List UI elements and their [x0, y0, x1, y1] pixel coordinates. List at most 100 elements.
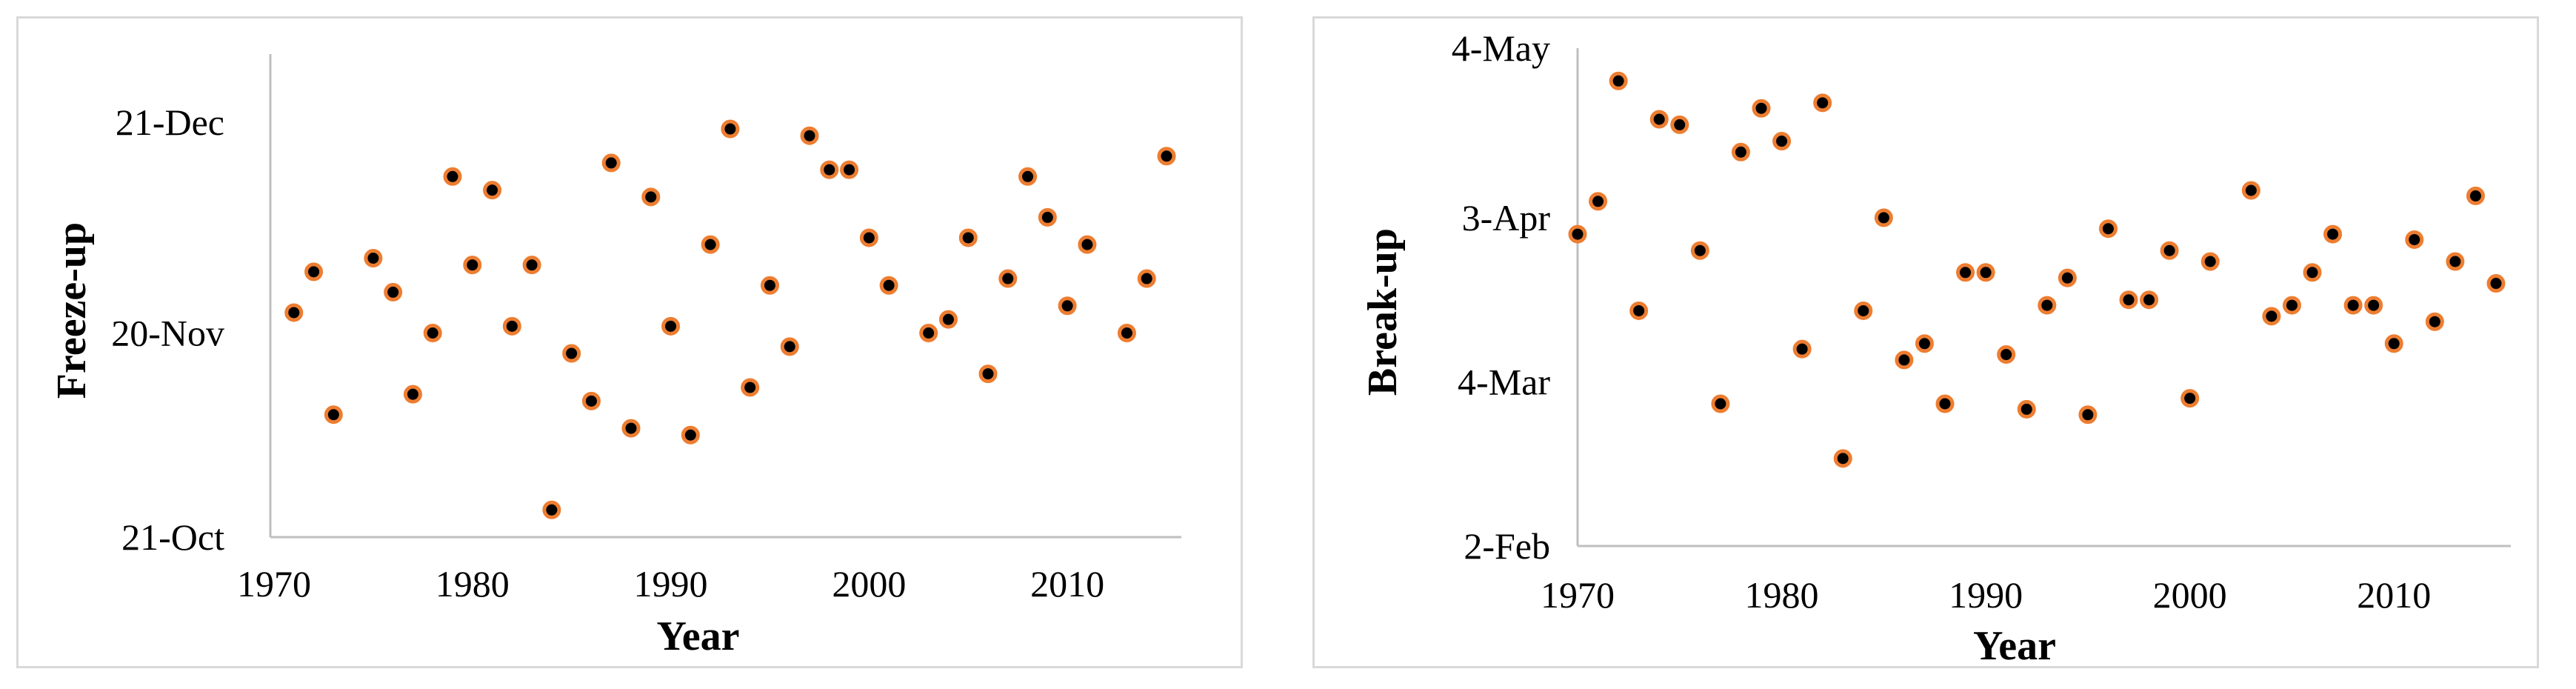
break-up-data-point — [2098, 219, 2118, 239]
break-up-data-point — [1731, 142, 1750, 162]
break-up-y-tick-label: 2-Feb — [1464, 525, 1550, 567]
freeze-up-data-point — [879, 276, 898, 295]
freeze-up-data-point — [721, 119, 740, 139]
freeze-up-data-point — [1157, 147, 1176, 166]
freeze-up-x-axis-title: Year — [657, 613, 740, 659]
break-up-data-point — [2160, 241, 2179, 260]
break-up-data-point — [2180, 389, 2200, 408]
break-up-data-point — [2140, 290, 2159, 310]
break-up-data-point — [2486, 274, 2506, 293]
freeze-up-data-point — [741, 378, 760, 397]
freeze-up-data-point — [840, 160, 859, 179]
freeze-up-data-point — [364, 248, 383, 267]
freeze-up-data-point — [443, 167, 462, 186]
freeze-up-data-point — [641, 187, 661, 207]
break-up-x-axis-title: Year — [1973, 623, 2056, 666]
break-up-data-point — [1997, 345, 2016, 365]
break-up-data-point — [1568, 224, 1587, 244]
break-up-data-point — [1792, 339, 1812, 359]
freeze-up-x-tick-label: 2000 — [832, 563, 906, 605]
break-up-data-point — [1935, 394, 1955, 413]
freeze-up-chart-panel: 21-Oct 20-Nov 21-Dec 1970 1980 1990 2000 2010 Ye… — [16, 16, 1243, 668]
break-up-data-point — [2078, 405, 2098, 425]
break-up-data-point — [2364, 296, 2383, 315]
break-up-data-point — [2466, 186, 2485, 205]
freeze-up-data-point — [820, 160, 839, 179]
break-up-data-point — [2323, 224, 2343, 244]
break-up-data-point — [2262, 307, 2281, 326]
freeze-up-data-point — [284, 303, 304, 322]
freeze-up-y-axis-title: Freeze-up — [49, 222, 95, 399]
freeze-up-data-point — [859, 228, 878, 247]
break-up-data-point — [1752, 99, 1771, 118]
freeze-up-data-point — [463, 256, 482, 275]
break-up-data-point — [1813, 93, 1832, 113]
break-up-y-tick-label: 4-Mar — [1458, 361, 1550, 402]
break-up-data-point — [1690, 241, 1709, 260]
break-up-data-point — [1649, 110, 1669, 129]
break-up-data-point — [1589, 192, 1608, 211]
freeze-up-data-point — [403, 385, 422, 404]
break-up-data-point — [1772, 132, 1792, 151]
freeze-up-data-point — [1078, 235, 1097, 254]
freeze-up-data-point — [621, 419, 641, 438]
freeze-up-data-point — [919, 324, 938, 343]
freeze-up-data-point — [800, 126, 819, 145]
freeze-up-data-point — [483, 181, 502, 200]
break-up-data-point — [2425, 312, 2444, 331]
break-up-data-point — [2119, 290, 2138, 310]
freeze-up-y-tick-label: 21-Dec — [116, 101, 224, 143]
freeze-up-data-point — [562, 344, 581, 363]
break-up-y-axis-title: Break-up — [1360, 228, 1406, 396]
freeze-up-data-point — [938, 310, 958, 329]
break-up-data-point — [2405, 230, 2424, 249]
break-up-y-tick-label: 4-May — [1452, 27, 1550, 69]
freeze-up-data-point — [998, 269, 1018, 288]
freeze-up-data-point — [601, 153, 621, 173]
freeze-up-data-point — [1137, 269, 1156, 288]
break-up-data-point — [2384, 334, 2403, 353]
break-up-data-point — [1609, 71, 1628, 90]
break-up-data-point — [1711, 394, 1730, 413]
freeze-up-x-tick-label: 1980 — [436, 563, 510, 605]
freeze-up-data-point — [423, 324, 442, 343]
freeze-up-data-point — [502, 316, 521, 336]
break-up-chart-panel: 2-Feb 4-Mar 3-Apr 4-May 1970 1980 1990 2000 2010… — [1312, 16, 2539, 668]
break-up-data-point — [1976, 263, 1995, 282]
break-up-chart: 2-Feb 4-Mar 3-Apr 4-May 1970 1980 1990 2000 2010… — [1360, 27, 2511, 666]
break-up-data-point — [2303, 263, 2322, 282]
freeze-up-data-point — [384, 282, 403, 302]
break-up-x-tick-label: 1990 — [1949, 574, 2023, 616]
break-up-data-point — [1670, 115, 1689, 134]
freeze-up-data-point — [1018, 167, 1038, 186]
break-up-x-tick-label: 1980 — [1745, 574, 1819, 616]
break-up-data-point — [1874, 208, 1893, 227]
freeze-up-y-tick-label: 20-Nov — [111, 313, 224, 354]
freeze-up-data-point — [681, 425, 700, 445]
break-up-y-tick-label: 3-Apr — [1462, 197, 1551, 239]
break-up-data-point — [2343, 296, 2363, 315]
break-up-data-point — [2200, 252, 2220, 271]
break-up-x-tick-label: 2010 — [2357, 574, 2431, 616]
break-up-data-point — [2058, 268, 2077, 287]
freeze-up-data-point — [581, 391, 601, 410]
break-up-data-point — [1854, 301, 1873, 320]
freeze-up-x-tick-label: 2010 — [1030, 563, 1104, 605]
freeze-up-x-tick-label: 1990 — [634, 563, 708, 605]
freeze-up-data-point — [760, 276, 779, 295]
freeze-up-data-point — [701, 235, 720, 254]
freeze-up-data-point — [1117, 324, 1136, 343]
freeze-up-data-point — [324, 405, 343, 425]
break-up-data-point — [1833, 449, 1852, 468]
freeze-up-y-tick-label: 21-Oct — [121, 516, 224, 558]
break-up-x-tick-label: 2000 — [2153, 574, 2227, 616]
break-up-data-point — [1915, 334, 1934, 353]
freeze-up-x-tick-label: 1970 — [237, 563, 311, 605]
freeze-up-data-point — [542, 500, 561, 519]
break-up-data-point — [1629, 301, 1649, 320]
break-up-data-point — [2446, 252, 2465, 271]
freeze-up-data-point — [780, 337, 799, 356]
freeze-up-data-point — [304, 262, 324, 282]
break-up-data-point — [2017, 399, 2036, 419]
break-up-data-point — [1895, 350, 1914, 370]
